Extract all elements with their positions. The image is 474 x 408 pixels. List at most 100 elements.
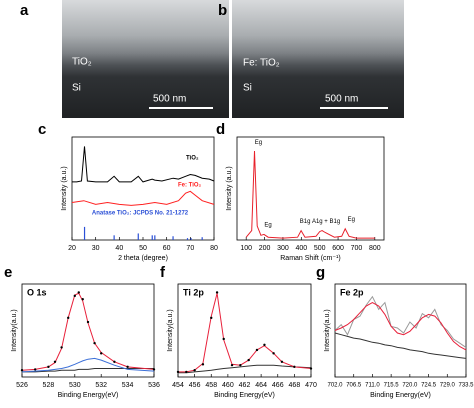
series-line — [334, 302, 467, 351]
data-point — [309, 367, 313, 370]
x-tick-label: 462 — [239, 382, 251, 389]
series-line — [178, 364, 312, 374]
data-point — [230, 363, 234, 367]
series-line — [178, 293, 312, 373]
chart-title: Ti 2p — [183, 287, 204, 297]
y-axis-label: Intensity(a.u.) — [11, 309, 18, 351]
sem-image — [232, 0, 404, 118]
substrate-label: Si — [72, 83, 81, 94]
data-point — [113, 360, 116, 363]
panel-label: f — [160, 264, 166, 281]
data-point — [215, 291, 219, 294]
series-line — [72, 146, 215, 183]
data-point — [176, 370, 180, 374]
layer-label: Fe: TiO₂ — [243, 58, 280, 69]
x-tick-label: 800 — [369, 245, 381, 252]
x-tick-label: 534 — [122, 382, 134, 389]
data-point — [53, 360, 57, 363]
data-point — [280, 360, 284, 363]
x-tick-label: 300 — [277, 245, 289, 252]
chart-title: O 1s — [27, 287, 47, 297]
x-tick-label: 460 — [222, 382, 234, 389]
peak-annotation: Eg — [348, 217, 355, 223]
x-tick-label: 536 — [148, 382, 160, 389]
panel-label: d — [216, 121, 225, 138]
x-tick-label: 500 — [314, 245, 326, 252]
data-point — [20, 369, 24, 372]
x-tick-label: 702.0 — [327, 383, 343, 389]
data-point — [185, 370, 188, 374]
x-tick-label: 706.5 — [346, 383, 362, 389]
peak-annotation: A1g + B1g — [312, 219, 340, 225]
x-axis-label: Binding Energy(eV) — [58, 392, 119, 399]
peak-annotation: Eg — [255, 140, 262, 146]
series-line — [334, 332, 467, 359]
data-point — [201, 363, 205, 366]
x-tick-label: 715.5 — [384, 383, 400, 389]
legend-label: Fe: TiO₂ — [178, 183, 202, 189]
x-tick-label: 600 — [332, 245, 344, 252]
x-tick-label: 729.0 — [440, 383, 456, 389]
legend-label: Anatase TiO₂: JCPDS No. 21-1272 — [92, 211, 189, 217]
data-point — [152, 368, 156, 371]
data-point — [100, 352, 103, 355]
x-tick-label: 530 — [69, 382, 81, 389]
data-point — [193, 369, 196, 372]
data-point — [239, 363, 242, 367]
chart-title: Fe 2p — [340, 287, 364, 297]
y-axis-label: Intensity (a.u.) — [226, 166, 233, 210]
series-line — [245, 150, 375, 239]
data-point — [263, 343, 266, 347]
data-point — [210, 316, 213, 320]
data-point — [47, 365, 50, 369]
x-tick-label: 100 — [240, 245, 252, 252]
series-line — [21, 357, 155, 373]
panel-label: e — [4, 264, 12, 281]
sem-image — [62, 0, 229, 118]
x-tick-label: 528 — [43, 382, 55, 389]
x-axis-label: 2 theta (degree) — [118, 255, 168, 262]
y-axis-label: Intensity(a.u.) — [167, 309, 174, 351]
data-point — [60, 346, 63, 349]
peak-annotation: Eg — [264, 223, 271, 229]
data-point — [93, 341, 96, 345]
x-tick-label: 733.5 — [458, 383, 474, 389]
x-tick-label: 526 — [16, 382, 28, 389]
layer-label: TiO₂ — [72, 57, 92, 68]
y-axis-label: Intensity (a.u.) — [61, 166, 68, 210]
x-axis-label: Raman Shift (cm⁻¹) — [280, 255, 340, 262]
x-tick-label: 70 — [186, 245, 194, 252]
data-point — [73, 294, 77, 298]
x-tick-label: 468 — [289, 382, 301, 389]
series-line — [21, 292, 155, 371]
data-point — [126, 365, 129, 369]
scale-label: 500 nm — [153, 94, 186, 105]
x-tick-label: 454 — [172, 382, 184, 389]
series-line — [22, 368, 154, 373]
data-point — [293, 365, 296, 369]
legend-label: TiO₂ — [186, 156, 199, 162]
panel-label: a — [20, 2, 29, 19]
data-point — [81, 298, 84, 301]
x-tick-label: 532 — [95, 382, 107, 389]
scale-label: 500 nm — [325, 94, 358, 105]
x-tick-label: 200 — [259, 245, 271, 252]
x-tick-label: 20 — [68, 245, 76, 252]
x-tick-label: 30 — [92, 245, 100, 252]
x-axis-label: Binding Energy(eV) — [370, 392, 431, 399]
data-point — [272, 352, 275, 355]
data-point — [67, 316, 70, 320]
x-tick-label: 400 — [295, 245, 307, 252]
series-line — [71, 190, 215, 206]
x-tick-label: 700 — [351, 245, 363, 252]
panel-label: c — [38, 121, 46, 138]
x-tick-label: 711.0 — [365, 383, 380, 389]
panel-label: g — [316, 264, 325, 281]
data-point — [77, 291, 80, 294]
panel-label: b — [218, 2, 227, 19]
series-line — [334, 295, 467, 348]
substrate-label: Si — [243, 83, 252, 94]
data-point — [222, 337, 225, 341]
data-point — [255, 348, 259, 352]
